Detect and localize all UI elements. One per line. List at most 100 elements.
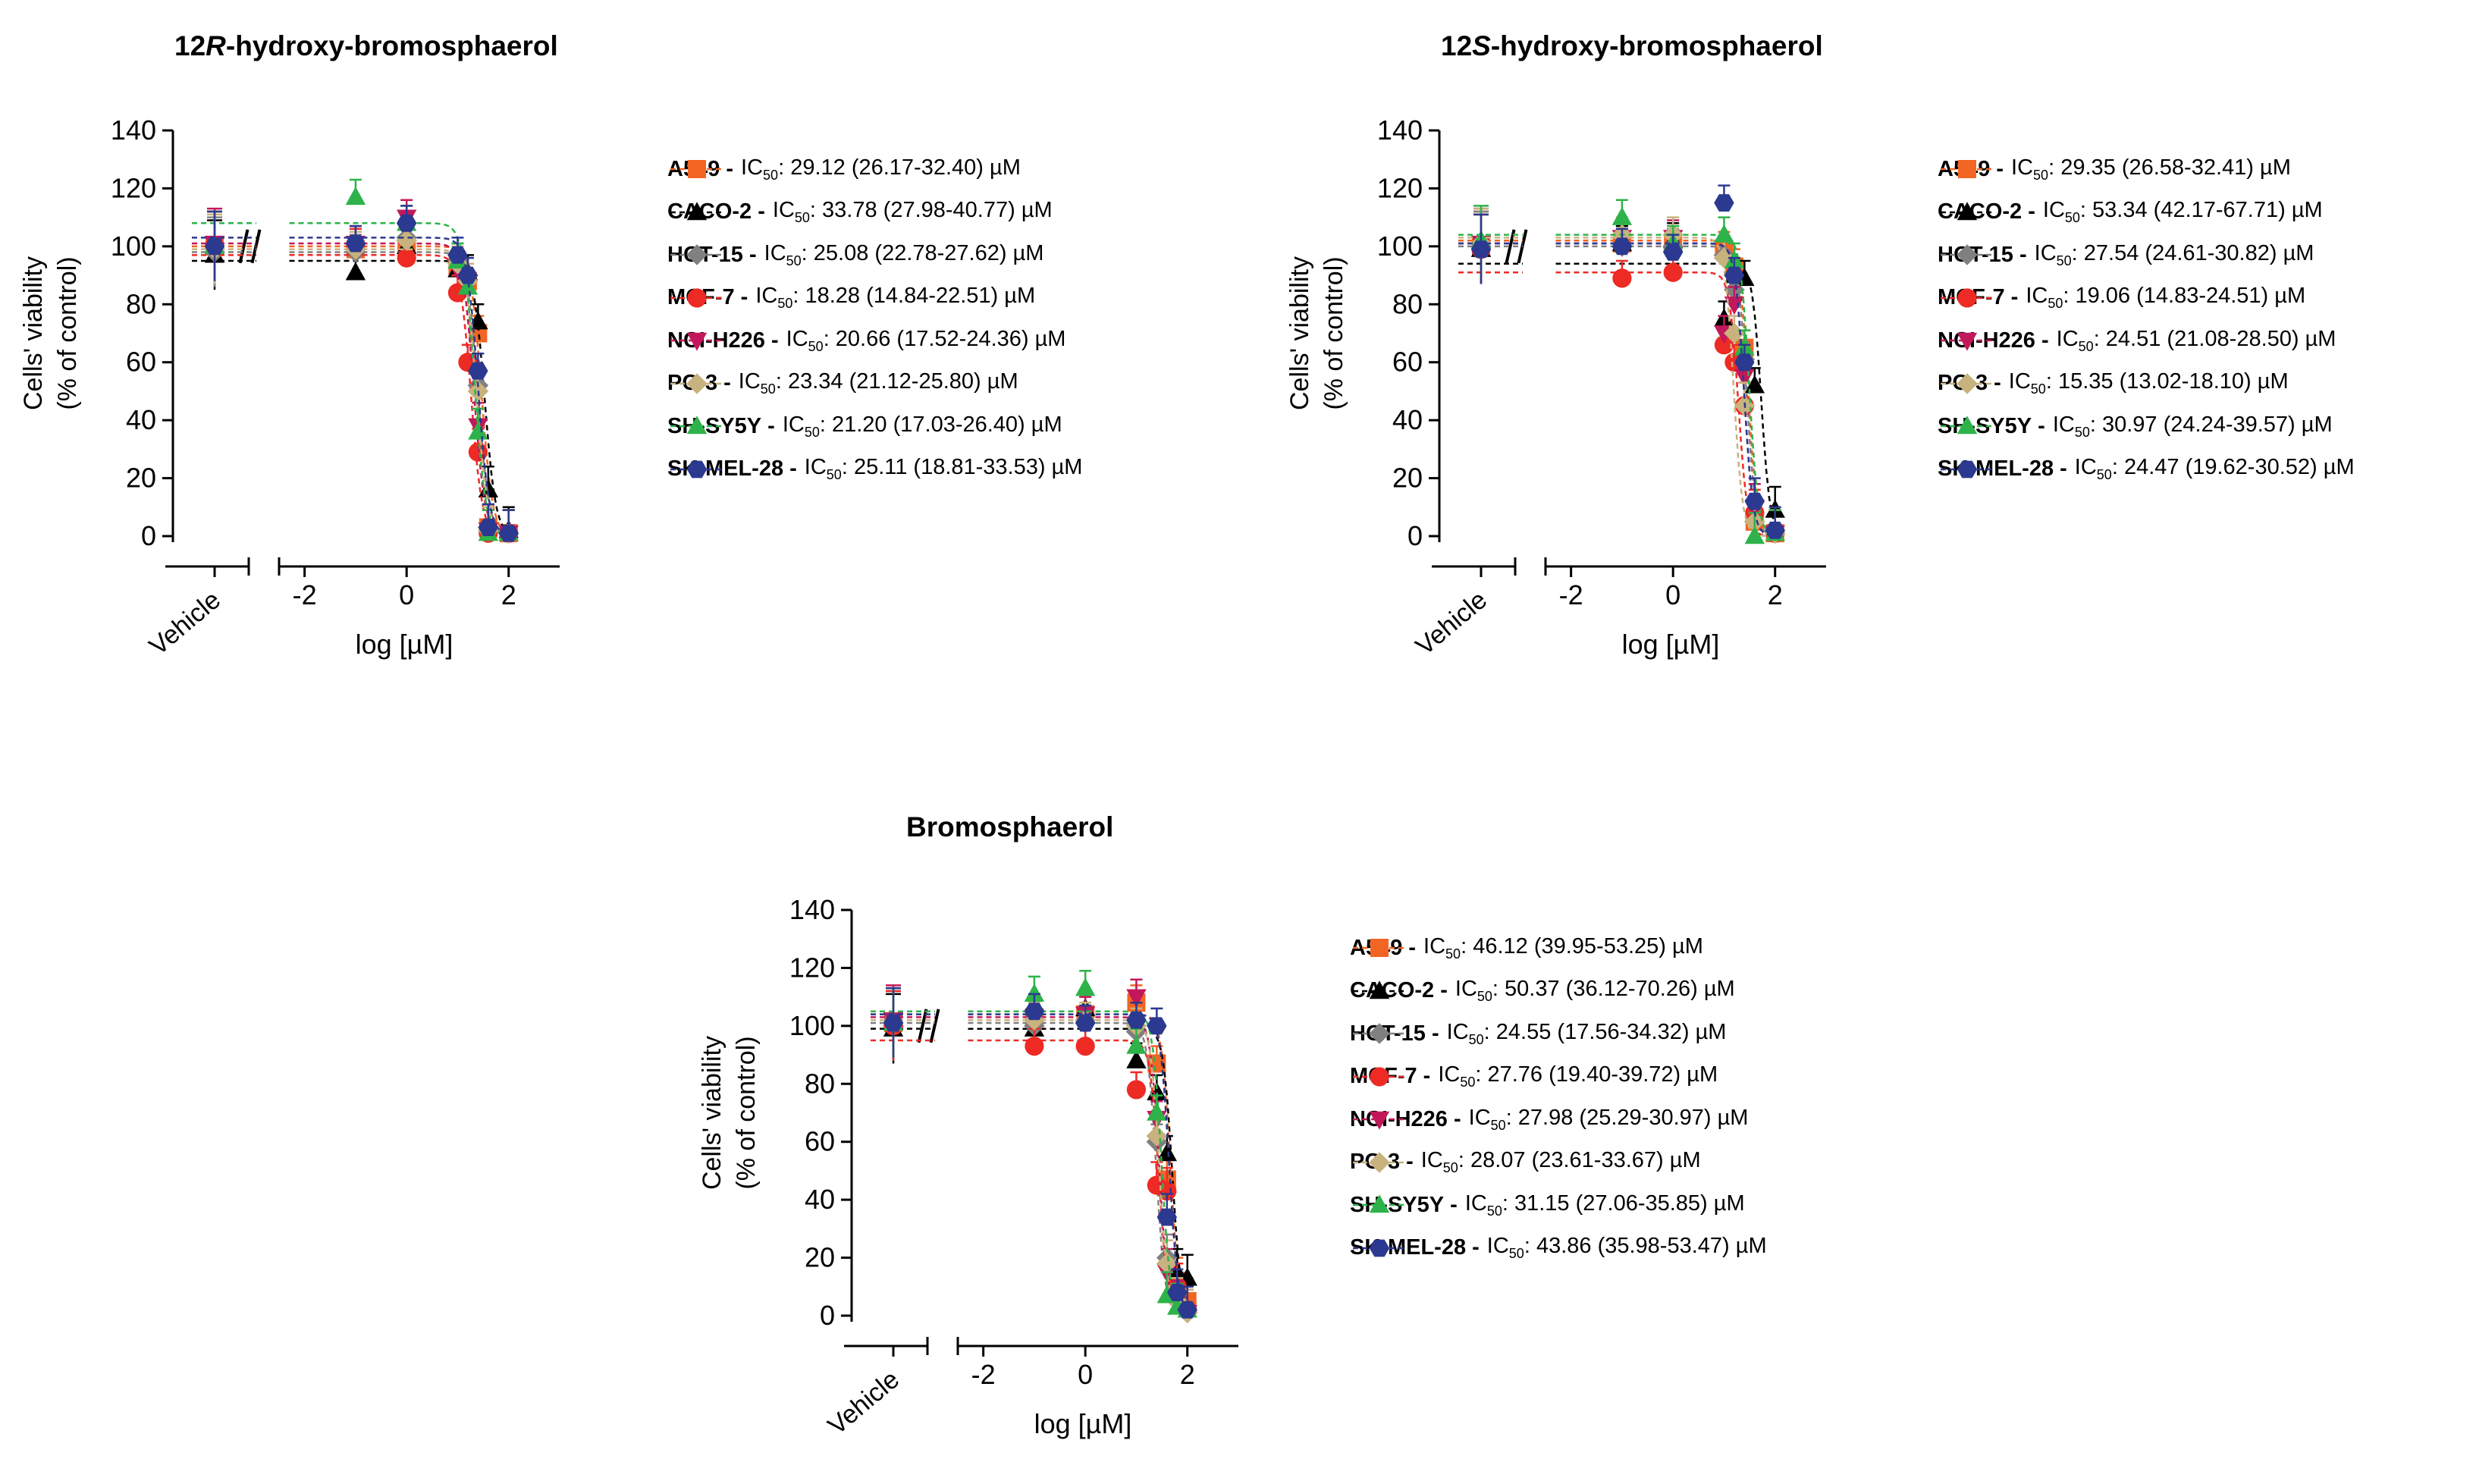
series-sk-mel-28 [871, 987, 1197, 1319]
y-tick-label: 40 [126, 404, 156, 435]
y-tick-label: 100 [1377, 231, 1423, 262]
legend-item: SH-SY5Y - IC50: 31.15 (27.06-35.85) µM [1350, 1184, 1745, 1226]
data-point [397, 248, 416, 268]
legend-swatch [1353, 1111, 1406, 1130]
legend-item: A549 -IC50: 29.12 (26.17-32.40) µM [667, 148, 1021, 190]
y-tick-label: 80 [126, 288, 156, 319]
data-point [1167, 1283, 1188, 1301]
legend-swatch [1353, 939, 1406, 957]
data-point [1734, 369, 1755, 387]
legend-item: CACO-2 - IC50: 33.78 (27.98-40.77) µM [667, 191, 1053, 234]
legend-item: MCF-7 -IC50: 18.28 (14.84-22.51) µM [667, 277, 1035, 319]
chart-title: 12R-hydroxy-bromosphaerol [174, 30, 558, 61]
data-point [1611, 206, 1633, 225]
legend-item: NCI-H226 - IC50: 24.51 (21.08-28.50) µM [1938, 319, 2336, 362]
chart-title: 12S-hydroxy-bromosphaerol [1441, 30, 1823, 61]
legend-marker [686, 460, 708, 478]
data-point [457, 276, 479, 295]
x-tick-label: -2 [1559, 579, 1583, 610]
legend-swatch [1941, 201, 1994, 220]
break-mark [917, 1009, 928, 1043]
data-point [1724, 266, 1745, 284]
data-point [478, 519, 499, 536]
y-tick-label: 120 [1377, 172, 1423, 203]
x-tick-label: 0 [399, 579, 414, 610]
x-tick-label: -2 [293, 579, 317, 610]
legend-swatch [1353, 980, 1406, 999]
data-point [1126, 1049, 1147, 1068]
legend-ic50: IC50: 19.06 (14.83-24.51) µM [2026, 284, 2306, 311]
x-tick-label: 2 [501, 579, 516, 610]
fit-curve [1555, 262, 1781, 534]
y-tick-label: 140 [1377, 115, 1423, 146]
legend-marker [1957, 201, 1978, 220]
data-point [457, 266, 479, 284]
legend-marker [1369, 1111, 1390, 1130]
data-point [1765, 521, 1785, 539]
legend-ic50: IC50: 50.37 (36.12-70.26) µM [1455, 977, 1735, 1004]
legend-marker [1369, 1023, 1390, 1044]
x-tick-label: 0 [1078, 1359, 1093, 1390]
legend-swatch [1941, 332, 1994, 351]
legend-series-name: SK-MEL-28 [667, 456, 784, 481]
x-tick-label: -2 [971, 1359, 996, 1390]
legend-swatch [1941, 372, 1994, 394]
legend-ic50: IC50: 27.98 (25.29-30.97) µM [1468, 1105, 1749, 1133]
legend-ic50: IC50: 21.20 (17.03-26.40) µM [782, 412, 1062, 440]
legend-item: MCF-7 -IC50: 27.76 (19.40-39.72) µM [1350, 1056, 1718, 1098]
legend-marker [686, 244, 708, 265]
series-sk-mel-28 [1458, 184, 1785, 539]
y-tick-label: 0 [1407, 520, 1423, 551]
fit-curve [1555, 242, 1781, 538]
legend-item: CACO-2 - IC50: 50.37 (36.12-70.26) µM [1350, 970, 1735, 1012]
legend-ic50: IC50: 53.34 (42.17-67.71) µM [2042, 198, 2323, 225]
x-axis-label: log [µM] [1034, 1408, 1132, 1439]
data-point [1714, 335, 1734, 355]
break-mark [238, 229, 249, 264]
x-tick-label: 0 [1665, 579, 1680, 610]
legend-marker [1370, 1066, 1389, 1087]
data-point [345, 234, 366, 253]
x-tick-label-vehicle: Vehicle [823, 1365, 905, 1441]
legend-swatch [1941, 416, 1994, 435]
x-tick-label-vehicle: Vehicle [1411, 585, 1492, 661]
legend-swatch [670, 332, 723, 351]
y-tick-label: 0 [820, 1300, 835, 1331]
break-mark [1505, 229, 1516, 264]
y-tick-label: 140 [789, 894, 835, 925]
legend-item: NCI-H226 - IC50: 27.98 (25.29-30.97) µM [1350, 1098, 1748, 1140]
y-axis-label-unit: (% of control) [732, 1036, 761, 1189]
y-tick-label: 20 [126, 463, 156, 494]
legend-ic50: IC50: 24.51 (21.08-28.50) µM [2056, 326, 2336, 354]
legend-ic50: IC50: 24.47 (19.62-30.52) µM [2074, 455, 2355, 482]
legend-marker [686, 372, 708, 394]
legend-ic50: IC50: 25.11 (18.81-33.53) µM [804, 455, 1083, 482]
y-tick-label: 60 [126, 347, 156, 378]
data-point [1744, 375, 1765, 394]
y-tick-label: 20 [805, 1242, 835, 1273]
data-point [1075, 977, 1096, 996]
legend-ic50: IC50: 43.86 (35.98-53.47) µM [1486, 1234, 1767, 1261]
legend-marker [1369, 980, 1390, 999]
y-axis-label: Cells' viability [19, 256, 48, 410]
legend-ic50: IC50: 29.12 (26.17-32.40) µM [741, 155, 1021, 183]
data-point [1744, 492, 1765, 510]
legend-swatch [670, 201, 723, 220]
data-point [1714, 224, 1734, 243]
data-point [1663, 262, 1683, 282]
y-axis-label: Cells' viability [1285, 256, 1314, 410]
legend-swatch [670, 372, 723, 394]
legend-marker [1957, 372, 1978, 394]
data-point-vehicle [204, 237, 225, 256]
legend-item: SK-MEL-28 - IC50: 24.47 (19.62-30.52) µM [1938, 448, 2355, 491]
data-point [468, 362, 488, 380]
legend-swatch [1941, 244, 1994, 265]
data-point [1075, 1037, 1095, 1056]
legend-swatch [670, 460, 723, 478]
legend-marker [1957, 244, 1978, 265]
data-point [1744, 526, 1765, 544]
legend-ic50: IC50: 33.78 (27.98-40.77) µM [772, 198, 1053, 225]
legend-ic50: IC50: 18.28 (14.84-22.51) µM [755, 284, 1036, 311]
y-tick-label: 80 [805, 1068, 835, 1099]
